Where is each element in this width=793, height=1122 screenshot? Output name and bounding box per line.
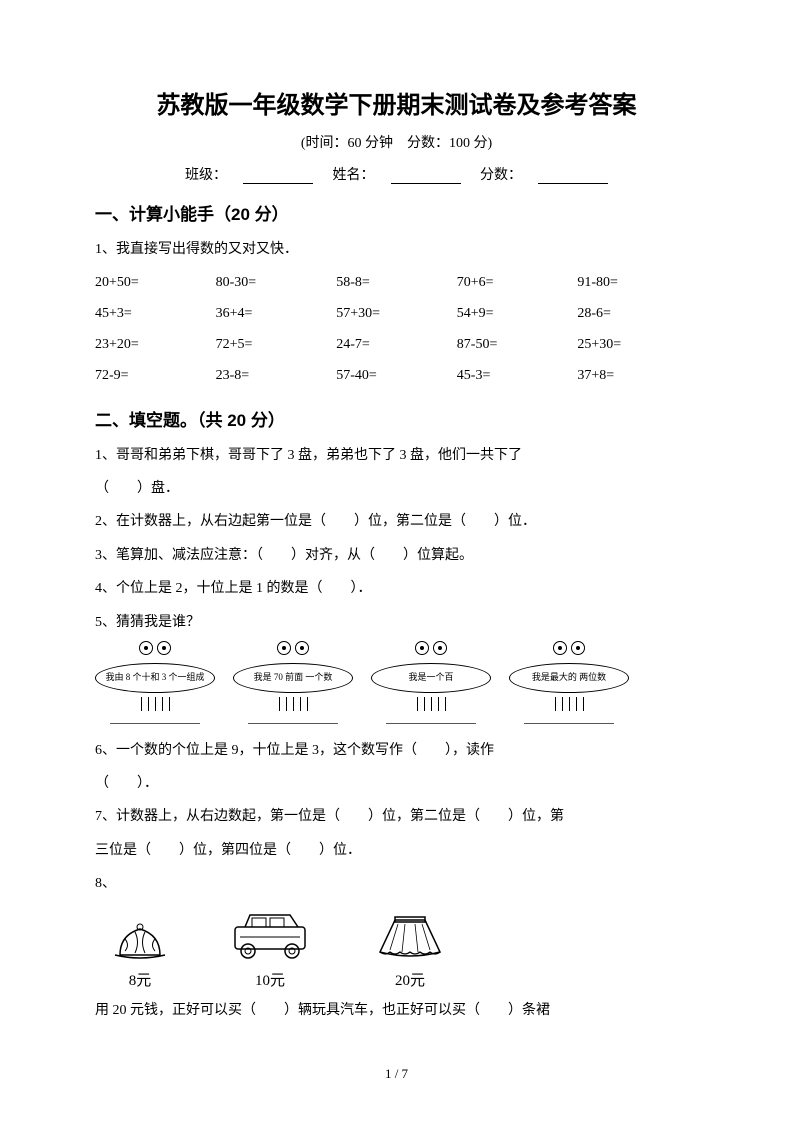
section2-q5: 5、猜猜我是谁？ bbox=[95, 608, 698, 637]
speech-bubble-1: 我由 8 个十和 3 个一组成 bbox=[95, 663, 215, 693]
math-cell: 70+6= bbox=[457, 268, 578, 299]
eyes-icon bbox=[544, 641, 594, 659]
section2-q8text: 用 20 元钱，正好可以买（ ）辆玩具汽车，也正好可以买（ ）条裙 bbox=[95, 996, 698, 1025]
speech-bubble-4: 我是最大的 两位数 bbox=[509, 663, 629, 693]
characters-row: 我由 8 个十和 3 个一组成 我是 70 前面 一个数 我是一个百 我是最大的… bbox=[95, 645, 698, 724]
hat-icon bbox=[110, 917, 170, 962]
math-cell: 20+50= bbox=[95, 268, 216, 299]
eyes-icon bbox=[406, 641, 456, 659]
math-cell: 45-3= bbox=[457, 361, 578, 392]
name-label: 姓名： bbox=[333, 168, 375, 183]
section1-q1: 1、我直接写出得数的又对又快． bbox=[95, 235, 698, 264]
math-cell: 23+20= bbox=[95, 330, 216, 361]
math-cell: 80-30= bbox=[216, 268, 337, 299]
math-cell: 37+8= bbox=[577, 361, 698, 392]
math-row-4: 72-9= 23-8= 57-40= 45-3= 37+8= bbox=[95, 361, 698, 392]
section2-heading: 二、填空题。（共 20 分） bbox=[95, 406, 698, 431]
item-car: 10元 bbox=[220, 907, 320, 990]
item-price-3: 20元 bbox=[370, 969, 450, 990]
class-blank bbox=[243, 166, 313, 184]
page-title: 苏教版一年级数学下册期末测试卷及参考答案 bbox=[95, 85, 698, 120]
legs-icon bbox=[233, 697, 353, 715]
character-3: 我是一个百 bbox=[371, 645, 491, 724]
section2-q3: 3、笔算加、减法应注意：（ ）对齐，从（ ）位算起。 bbox=[95, 541, 698, 570]
math-cell: 54+9= bbox=[457, 299, 578, 330]
math-row-1: 20+50= 80-30= 58-8= 70+6= 91-80= bbox=[95, 268, 698, 299]
answer-blank bbox=[524, 723, 614, 724]
math-row-2: 45+3= 36+4= 57+30= 54+9= 28-6= bbox=[95, 299, 698, 330]
section2-q6: 6、一个数的个位上是 9，十位上是 3，这个数写作（ ），读作 bbox=[95, 736, 698, 765]
character-2: 我是 70 前面 一个数 bbox=[233, 645, 353, 724]
class-label: 班级： bbox=[185, 168, 227, 183]
answer-blank bbox=[110, 723, 200, 724]
eyes-icon bbox=[268, 641, 318, 659]
answer-blank bbox=[386, 723, 476, 724]
math-cell: 91-80= bbox=[577, 268, 698, 299]
section2-q4: 4、个位上是 2，十位上是 1 的数是（ ）． bbox=[95, 574, 698, 603]
legs-icon bbox=[509, 697, 629, 715]
page-footer: 1 / 7 bbox=[0, 1066, 793, 1082]
section2-q1: 1、哥哥和弟弟下棋，哥哥下了 3 盘，弟弟也下了 3 盘，他们一共下了 bbox=[95, 441, 698, 470]
math-cell: 45+3= bbox=[95, 299, 216, 330]
section2-q1b: （ ）盘． bbox=[95, 474, 698, 503]
math-row-3: 23+20= 72+5= 24-7= 87-50= 25+30= bbox=[95, 330, 698, 361]
section1-heading: 一、计算小能手（20 分） bbox=[95, 200, 698, 225]
math-cell: 87-50= bbox=[457, 330, 578, 361]
page-subtitle: (时间：60 分钟 分数：100 分) bbox=[95, 132, 698, 152]
character-1: 我由 8 个十和 3 个一组成 bbox=[95, 645, 215, 724]
name-blank bbox=[391, 166, 461, 184]
math-cell: 72-9= bbox=[95, 361, 216, 392]
math-cell: 23-8= bbox=[216, 361, 337, 392]
item-price-1: 8元 bbox=[110, 969, 170, 990]
legs-icon bbox=[371, 697, 491, 715]
legs-icon bbox=[95, 697, 215, 715]
math-cell: 57-40= bbox=[336, 361, 457, 392]
section2-q7: 7、计数器上，从右边数起，第一位是（ ）位，第二位是（ ）位，第 bbox=[95, 802, 698, 831]
student-info-line: 班级： 姓名： 分数： bbox=[95, 164, 698, 184]
math-cell: 24-7= bbox=[336, 330, 457, 361]
section2-q8: 8、 bbox=[95, 869, 698, 898]
score-blank bbox=[538, 166, 608, 184]
math-cell: 25+30= bbox=[577, 330, 698, 361]
section2-q6b: （ ）． bbox=[95, 769, 698, 798]
eyes-icon bbox=[130, 641, 180, 659]
item-skirt: 20元 bbox=[370, 912, 450, 990]
item-price-2: 10元 bbox=[220, 969, 320, 990]
section2-q2: 2、在计数器上，从右边起第一位是（ ）位，第二位是（ ）位． bbox=[95, 507, 698, 536]
character-4: 我是最大的 两位数 bbox=[509, 645, 629, 724]
section2-q7b: 三位是（ ）位，第四位是（ ）位． bbox=[95, 836, 698, 865]
items-row: 8元 10元 20元 bbox=[110, 907, 698, 990]
skirt-icon bbox=[370, 912, 450, 962]
car-icon bbox=[220, 907, 320, 962]
math-cell: 36+4= bbox=[216, 299, 337, 330]
math-cell: 58-8= bbox=[336, 268, 457, 299]
score-label: 分数： bbox=[480, 168, 522, 183]
math-cell: 72+5= bbox=[216, 330, 337, 361]
math-cell: 28-6= bbox=[577, 299, 698, 330]
item-hat: 8元 bbox=[110, 917, 170, 990]
answer-blank bbox=[248, 723, 338, 724]
speech-bubble-3: 我是一个百 bbox=[371, 663, 491, 693]
math-cell: 57+30= bbox=[336, 299, 457, 330]
speech-bubble-2: 我是 70 前面 一个数 bbox=[233, 663, 353, 693]
